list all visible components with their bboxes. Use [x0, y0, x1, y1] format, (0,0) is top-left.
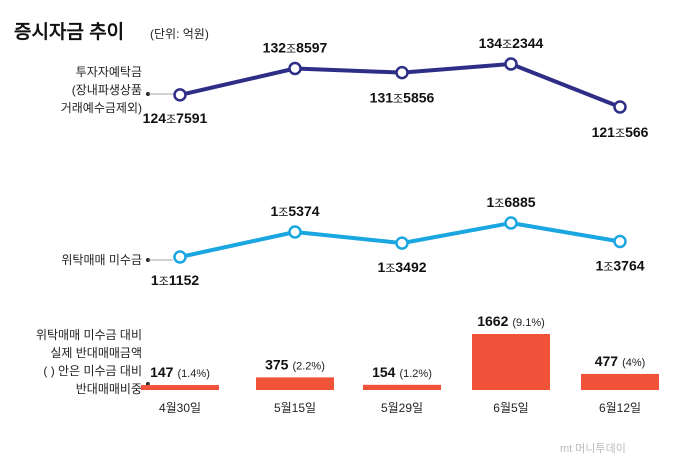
bar [141, 385, 219, 390]
row-label-line: 위탁매매 미수금 대비 [36, 328, 142, 342]
row-label-line: 반대매매비중 [76, 382, 142, 396]
bar-label: 375 (2.2%) [265, 356, 325, 372]
data-point [173, 250, 187, 264]
bar-label: 477 (4%) [595, 353, 646, 369]
data-point [613, 100, 627, 114]
data-point [504, 57, 518, 71]
data-point [288, 225, 302, 239]
row-label-line: 거래예수금제외) [61, 101, 142, 115]
row-label-line: (장내파생상품 [72, 83, 142, 97]
category-label: 4월30일 [159, 401, 201, 415]
data-label: 1조6885 [486, 194, 535, 210]
category-label: 5월15일 [274, 401, 316, 415]
data-point [288, 61, 302, 76]
bar [363, 384, 441, 390]
row-label-line: ( ) 안은 미수금 대비 [43, 364, 142, 378]
bar [581, 373, 659, 390]
data-point [395, 236, 409, 250]
row-label-line: 위탁매매 미수금 [61, 253, 142, 267]
bar [256, 377, 334, 390]
watermark-logo: mt 머니투데이 [560, 442, 626, 455]
bar [472, 334, 550, 390]
data-label: 1조3492 [377, 259, 426, 275]
data-point [613, 234, 627, 249]
data-label: 134조2344 [479, 35, 544, 51]
bar-label: 147 (1.4%) [150, 364, 210, 380]
category-label: 6월12일 [599, 401, 641, 415]
data-label: 131조5856 [370, 90, 435, 106]
data-label: 124조7591 [143, 110, 208, 126]
data-point [173, 88, 187, 102]
chart-title: 증시자금 추이 [14, 21, 124, 43]
bar-label: 1662 (9.1%) [477, 313, 545, 329]
category-label: 5월29일 [381, 401, 423, 415]
unit-label: (단위: 억원) [150, 27, 209, 41]
row-label-line: 투자자예탁금 [76, 65, 142, 79]
data-point [395, 65, 409, 80]
data-label: 1조1152 [151, 272, 200, 288]
data-label: 121조566 [592, 124, 649, 140]
category-label: 6월5일 [493, 401, 528, 415]
data-label: 132조8597 [263, 39, 328, 55]
bar-label: 154 (1.2%) [372, 364, 432, 380]
row-label-line: 실제 반대매매금액 [50, 346, 142, 360]
data-label: 1조3764 [595, 258, 644, 274]
data-label: 1조5374 [270, 203, 319, 219]
data-point [504, 216, 518, 230]
